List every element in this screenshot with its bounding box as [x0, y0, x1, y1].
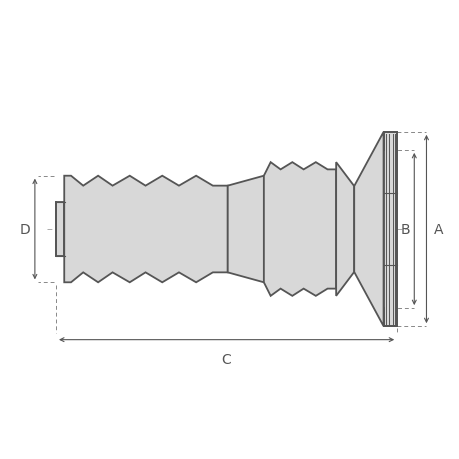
Polygon shape — [336, 163, 353, 296]
Polygon shape — [353, 133, 383, 326]
Text: D: D — [20, 223, 30, 236]
Polygon shape — [263, 163, 336, 296]
Polygon shape — [227, 176, 263, 283]
Text: A: A — [433, 223, 442, 236]
Text: C: C — [221, 353, 231, 366]
Text: B: B — [399, 223, 409, 236]
Polygon shape — [64, 176, 227, 283]
Polygon shape — [383, 133, 396, 326]
Polygon shape — [56, 202, 64, 257]
